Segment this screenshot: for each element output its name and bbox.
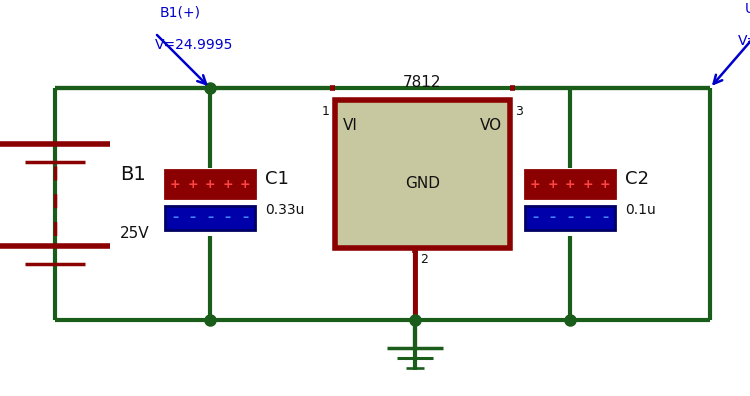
Text: 2: 2 bbox=[420, 253, 428, 266]
Text: –: – bbox=[224, 211, 230, 225]
Text: –: – bbox=[532, 211, 538, 225]
Text: +: + bbox=[205, 177, 215, 190]
Bar bbox=[165, 206, 255, 230]
Text: +: + bbox=[240, 177, 250, 190]
Text: –: – bbox=[602, 211, 608, 225]
Text: B1(+): B1(+) bbox=[160, 6, 201, 20]
Text: GND: GND bbox=[405, 177, 440, 192]
Text: 7812: 7812 bbox=[404, 75, 442, 90]
Text: +: + bbox=[188, 177, 198, 190]
Text: –: – bbox=[172, 211, 178, 225]
Text: 0.1u: 0.1u bbox=[625, 203, 656, 217]
Text: –: – bbox=[242, 211, 248, 225]
Text: +: + bbox=[548, 177, 558, 190]
Text: 3: 3 bbox=[515, 105, 523, 118]
Text: 1: 1 bbox=[322, 105, 330, 118]
Bar bbox=[165, 170, 255, 198]
Text: +: + bbox=[530, 177, 540, 190]
Text: –: – bbox=[207, 211, 213, 225]
Text: V=12.0127: V=12.0127 bbox=[738, 34, 750, 48]
Text: C1: C1 bbox=[265, 170, 289, 188]
Text: +: + bbox=[222, 177, 232, 190]
Text: VO: VO bbox=[480, 118, 502, 133]
Text: VI: VI bbox=[343, 118, 358, 133]
Text: 0.33u: 0.33u bbox=[265, 203, 305, 217]
Bar bbox=[525, 170, 615, 198]
Text: +: + bbox=[600, 177, 610, 190]
Text: +: + bbox=[565, 177, 575, 190]
Text: –: – bbox=[190, 211, 196, 225]
Text: U2(VO): U2(VO) bbox=[745, 2, 750, 16]
Bar bbox=[335, 100, 510, 248]
Text: V=24.9995: V=24.9995 bbox=[155, 38, 233, 52]
Bar bbox=[525, 206, 615, 230]
Text: +: + bbox=[582, 177, 592, 190]
Text: B1: B1 bbox=[120, 164, 146, 183]
Text: 25V: 25V bbox=[120, 227, 149, 242]
Text: –: – bbox=[550, 211, 556, 225]
Text: –: – bbox=[567, 211, 573, 225]
Text: –: – bbox=[584, 211, 590, 225]
Text: C2: C2 bbox=[625, 170, 649, 188]
Text: +: + bbox=[170, 177, 180, 190]
